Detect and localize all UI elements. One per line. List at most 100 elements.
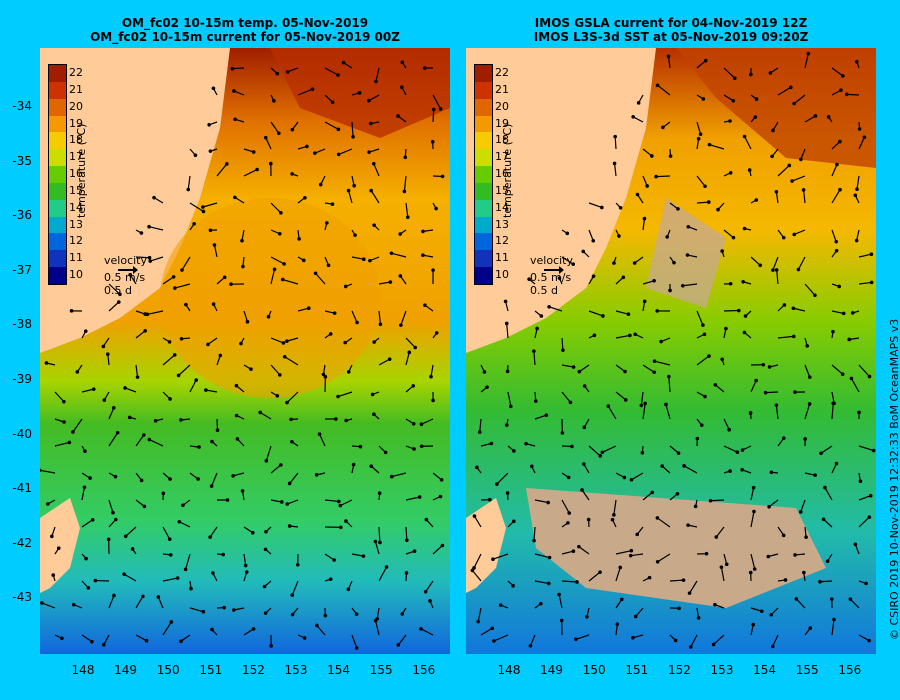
current-vector-head (682, 464, 686, 468)
current-vector (479, 418, 482, 433)
current-vector-head (841, 311, 846, 316)
current-vector (41, 602, 56, 609)
current-vector (376, 607, 380, 619)
current-vector-head (367, 98, 371, 103)
current-vector-head (639, 403, 644, 408)
current-vector-head (728, 171, 733, 175)
current-vector (720, 567, 725, 582)
current-vector (709, 144, 725, 150)
current-vector (831, 67, 844, 77)
current-vector (858, 253, 872, 258)
current-vector-head (281, 341, 286, 345)
colorbar-tick-label: 15 (69, 183, 83, 197)
current-vector (715, 526, 725, 538)
current-vector-head (193, 153, 198, 158)
current-vector (668, 376, 671, 393)
right-title-line2: IMOS L3S-3d SST at 05-Nov-2019 09:20Z (533, 30, 809, 44)
current-vector-head (571, 262, 575, 266)
current-vector-head (752, 509, 756, 514)
current-vector-head (206, 342, 210, 347)
current-vector (374, 541, 380, 555)
current-vector (750, 553, 756, 570)
colorbar-tick-label: 14 (495, 200, 509, 214)
current-vector (233, 472, 245, 477)
current-vector-head (823, 485, 827, 490)
current-vector-head (314, 473, 319, 477)
current-vector-head (194, 378, 198, 382)
current-vector-head (731, 235, 736, 240)
current-vector-head (631, 635, 635, 640)
current-vector-head (546, 500, 550, 505)
current-vector-head (782, 436, 786, 440)
current-vector-head (411, 421, 416, 426)
current-vector-head (655, 559, 660, 564)
current-vector (824, 487, 833, 501)
current-vector-head (86, 585, 91, 590)
current-vector-head (640, 450, 645, 455)
current-vector-head (412, 549, 417, 553)
current-vector-head (277, 131, 281, 136)
colorbar-tick-label: 20 (495, 99, 509, 113)
current-vector-head (791, 306, 796, 311)
current-vector-head (142, 433, 146, 437)
current-vector-head (475, 465, 479, 470)
current-vector-head (727, 427, 732, 432)
right-tasmania (466, 498, 506, 593)
current-vector-head (571, 365, 576, 369)
current-vector (696, 201, 709, 204)
current-vector-head (351, 462, 356, 467)
current-vector-head (231, 608, 236, 612)
right-colorbar-title: temperature (°C) (501, 123, 514, 218)
current-vector (289, 472, 299, 484)
current-vector-head (615, 622, 620, 626)
current-vector-head (628, 333, 632, 338)
current-vector-head (821, 517, 826, 522)
current-vector-head (688, 645, 693, 649)
current-vector (338, 148, 353, 155)
current-vector-head (837, 284, 841, 289)
current-vector-head (612, 161, 617, 166)
current-vector-head (325, 221, 329, 225)
current-vector-head (768, 71, 773, 75)
current-vector-head (619, 597, 624, 602)
current-vector (777, 165, 790, 177)
colorbar-swatch (475, 199, 492, 217)
current-vector (432, 545, 443, 555)
current-vector (588, 202, 603, 209)
current-vector-head (665, 235, 669, 239)
current-vector-head (398, 274, 403, 278)
colorbar-tick-label: 21 (495, 82, 509, 96)
current-vector-head (177, 519, 182, 524)
current-vector-head (713, 602, 717, 607)
current-vector-head (290, 612, 295, 617)
current-vector (800, 499, 806, 513)
colorbar-swatch (475, 216, 492, 234)
current-vector (205, 389, 218, 393)
current-vector (135, 256, 150, 259)
current-vector-head (142, 504, 147, 509)
longitude-label: 148 (497, 663, 521, 677)
current-vector-head (116, 300, 121, 304)
current-vector-head (582, 425, 587, 430)
current-vector-head (225, 162, 229, 166)
current-vector-head (235, 437, 240, 441)
current-vector-head (853, 193, 858, 198)
current-vector-head (818, 579, 822, 584)
current-vector (270, 202, 282, 214)
current-vector-head (301, 258, 306, 263)
current-vector-head (703, 184, 707, 189)
current-vector-head (176, 373, 181, 378)
current-vector (656, 175, 671, 178)
current-vector-head (643, 401, 647, 406)
current-vector (804, 403, 811, 420)
current-vector-head (582, 462, 586, 466)
current-vector (270, 269, 276, 285)
current-vector-head (384, 565, 389, 569)
current-vector-head (368, 258, 372, 263)
current-vector-head (67, 440, 72, 445)
current-vector (477, 607, 482, 622)
current-vector (233, 90, 245, 96)
current-vector-head (813, 293, 817, 298)
current-vector-head (838, 139, 842, 144)
current-vector-head (179, 418, 183, 422)
